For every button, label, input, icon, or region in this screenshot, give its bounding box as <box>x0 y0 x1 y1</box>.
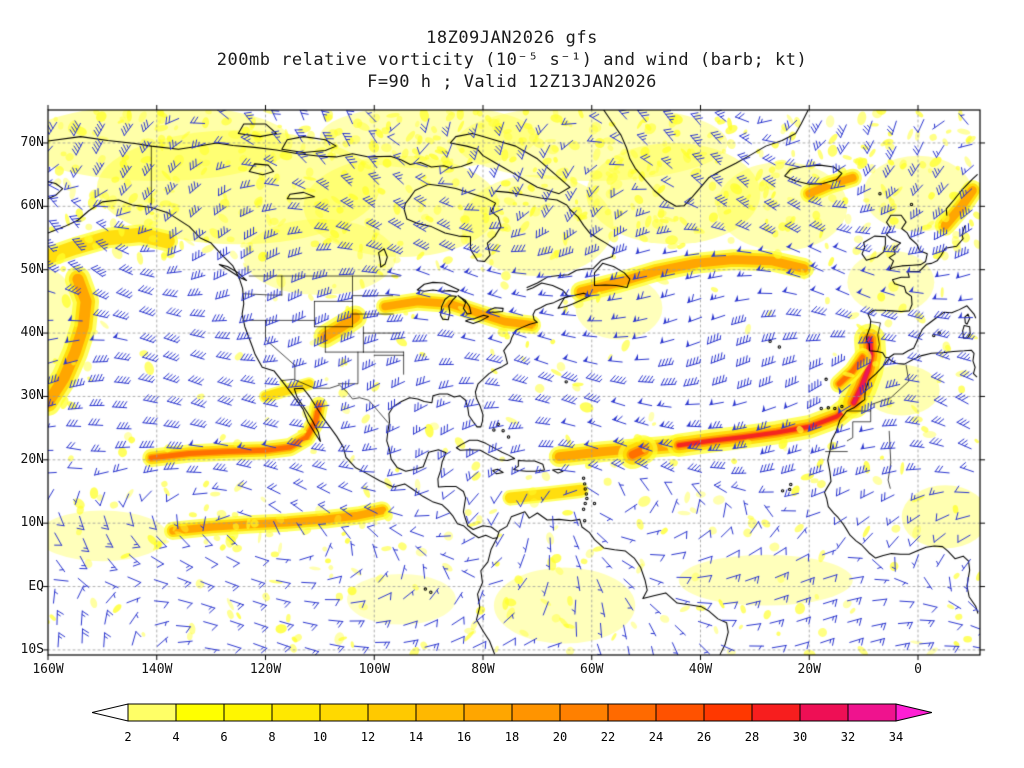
colorbar-segment <box>367 703 417 722</box>
lat-tick-label: 70N <box>20 134 44 150</box>
colorbar-tick-label: 16 <box>457 730 471 744</box>
colorbar-segment <box>799 703 849 722</box>
colorbar-tick-label: 28 <box>745 730 759 744</box>
colorbar-tick-label: 14 <box>409 730 423 744</box>
colorbar-under-arrow <box>91 703 129 722</box>
colorbar-tick-label: 22 <box>601 730 615 744</box>
lon-tick-label: 40W <box>688 662 713 677</box>
colorbar-segment <box>703 703 753 722</box>
colorbar-segment <box>463 703 513 722</box>
lon-tick-label: 160W <box>32 662 64 677</box>
lon-tick-label: 100W <box>358 662 390 677</box>
lat-tick-label: 20N <box>20 451 44 467</box>
colorbar-segment <box>415 703 465 722</box>
chart-title-valid: F=90 h ; Valid 12Z13JAN2026 <box>367 72 657 92</box>
lon-tick-label: 20W <box>797 662 821 677</box>
colorbar-tick-label: 10 <box>313 730 327 744</box>
colorbar-tick-label: 20 <box>553 730 567 744</box>
colorbar-segment <box>175 703 225 722</box>
colorbar-svg: 2 4 6 8 10 12 14 16 18 20 22 24 26 28 30 32 34 <box>91 703 933 744</box>
chart-title-variable: 200mb relative vorticity (10⁻⁵ s⁻¹) and … <box>216 50 808 70</box>
chart-titles: 18Z09JAN2026 gfs 200mb relative vorticit… <box>0 27 1024 93</box>
lat-tick-label: EQ <box>28 578 44 594</box>
colorbar-segment <box>271 703 321 722</box>
chart-title-init: 18Z09JAN2026 gfs <box>426 28 598 48</box>
colorbar-segment <box>559 703 609 722</box>
lon-tick-label: 120W <box>249 662 282 677</box>
lat-tick-label: 50N <box>20 261 44 277</box>
lat-tick-label: 60N <box>20 198 44 214</box>
colorbar-tick-label: 34 <box>889 730 903 744</box>
colorbar-tick-label: 24 <box>649 730 663 744</box>
colorbar-tick-label: 6 <box>220 730 227 744</box>
colorbar-segment <box>607 703 657 722</box>
lon-tick-label: 60W <box>580 662 604 677</box>
colorbar-tick-label: 30 <box>793 730 807 744</box>
colorbar-segment <box>655 703 705 722</box>
colorbar-segment <box>319 703 369 722</box>
lat-tick-label: 10S <box>20 641 44 657</box>
colorbar-tick-label: 8 <box>268 730 275 744</box>
lat-tick-label: 40N <box>20 325 44 341</box>
lat-tick-label: 10N <box>20 515 44 531</box>
colorbar-tick-label: 2 <box>124 730 131 744</box>
colorbar-segment <box>751 703 801 722</box>
colorbar-segment <box>511 703 561 722</box>
colorbar-tick-label: 18 <box>505 730 519 744</box>
lon-tick-label: 0 <box>914 662 922 677</box>
lon-tick-label: 80W <box>471 662 495 677</box>
colorbar-tick-label: 12 <box>361 730 375 744</box>
colorbar-segment <box>127 703 177 722</box>
colorbar-segment <box>223 703 273 722</box>
colorbar-tick-label: 26 <box>697 730 711 744</box>
colorbar-segment <box>847 703 897 722</box>
colorbar-tick-label: 4 <box>172 730 179 744</box>
colorbar: 2 4 6 8 10 12 14 16 18 20 22 24 26 28 30 32 34 <box>91 702 933 748</box>
colorbar-tick-label: 32 <box>841 730 855 744</box>
lat-tick-label: 30N <box>20 388 44 404</box>
lon-tick-label: 140W <box>141 662 173 677</box>
colorbar-over-arrow <box>895 703 933 722</box>
